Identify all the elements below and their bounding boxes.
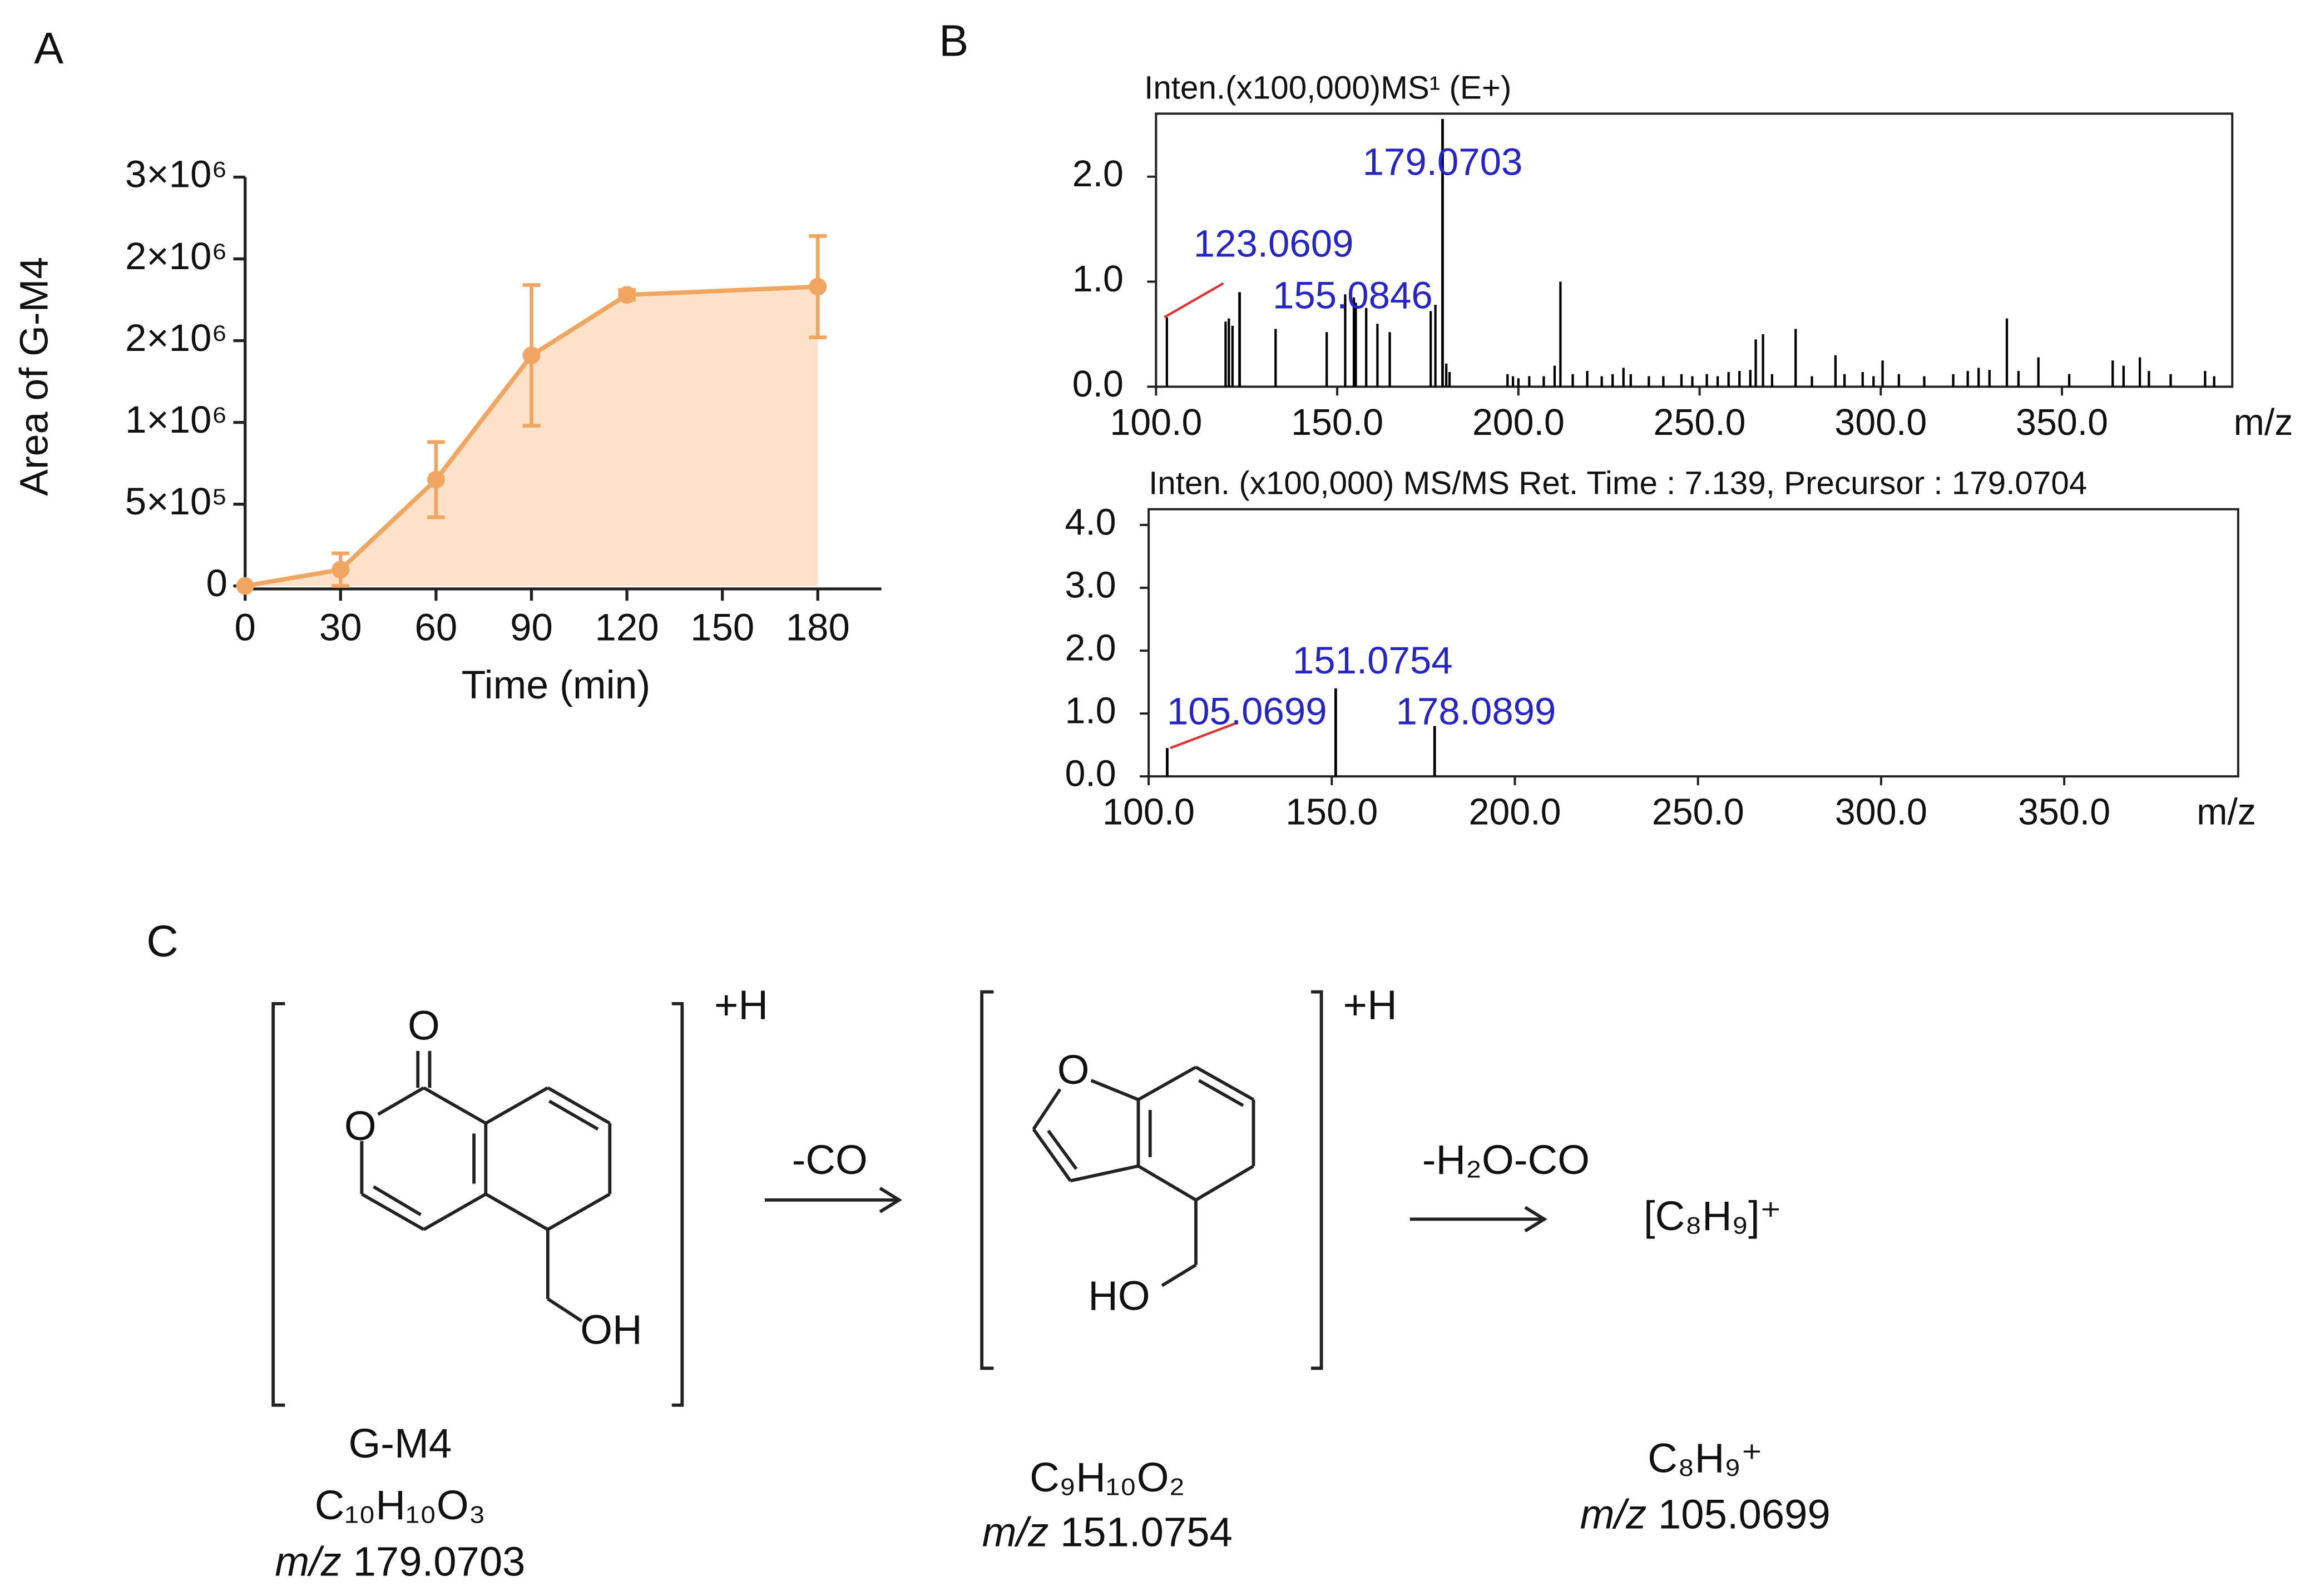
peak-label: 105.0699	[1167, 690, 1327, 732]
y-tick-label: 0.0	[1065, 754, 1116, 795]
y-tick-label: 2×10⁶	[125, 235, 227, 277]
atom-label: HO	[1088, 1272, 1150, 1319]
y-tick-label: 0	[206, 562, 227, 604]
x-tick-label: 300.0	[1835, 792, 1927, 833]
y-tick-label: 4.0	[1065, 502, 1116, 543]
mz-value: 151.0754	[1060, 1509, 1233, 1555]
plot-frame	[1147, 508, 2239, 778]
x-tick-label: 350.0	[2018, 792, 2110, 833]
mz-prefix: m/z	[275, 1538, 342, 1584]
y-tick-label: 2×10⁶	[125, 316, 227, 359]
charge: +H	[714, 982, 768, 1028]
bracket	[271, 1002, 285, 1407]
formula: C₁₀H₁₀O₃	[315, 1482, 486, 1528]
x-tick-label: 180	[786, 606, 850, 649]
molecule: O O OH	[344, 1003, 642, 1353]
x-tick-label: 300.0	[1834, 402, 1927, 443]
y-tick-label: 5×10⁵	[125, 480, 227, 523]
step-label: -H₂O-CO	[1422, 1137, 1590, 1183]
point	[236, 577, 254, 595]
atom-label: O	[344, 1103, 377, 1149]
panel-label: C	[146, 916, 179, 966]
x-axis-title: m/z	[2234, 402, 2293, 443]
step-label: -CO	[792, 1137, 868, 1183]
reaction-scheme: +H +H O O OH	[271, 982, 1831, 1584]
x-axis-title: Time (min)	[462, 663, 651, 707]
atom-label: OH	[580, 1306, 642, 1352]
molecule: O HO	[1032, 1047, 1255, 1319]
x-tick-label: 200.0	[1472, 402, 1565, 443]
x-tick-label: 150.0	[1291, 402, 1383, 443]
x-tick-label: 350.0	[2016, 402, 2108, 443]
arrow-head	[1524, 1206, 1547, 1233]
x-tick-label: 120	[595, 606, 659, 649]
compound-name: G-M4	[349, 1420, 452, 1466]
point	[427, 470, 445, 489]
y-tick-label: 2.0	[1072, 153, 1124, 195]
mz-value: 179.0703	[353, 1538, 526, 1584]
mz-label: m/z 179.0703	[275, 1538, 525, 1584]
atom-label: O	[1057, 1047, 1090, 1093]
x-tick-label: 30	[319, 606, 362, 649]
mz-label: m/z 105.0699	[1580, 1491, 1831, 1537]
bracket	[671, 1002, 684, 1407]
leader-line	[1170, 722, 1237, 750]
x-tick-label: 0	[235, 606, 256, 649]
atom-label: O	[408, 1003, 440, 1049]
area	[245, 286, 818, 586]
line	[245, 284, 818, 588]
x-tick-label: 200.0	[1468, 792, 1561, 833]
y-tick-label: 1.0	[1065, 691, 1116, 732]
x-axis-title: m/z	[2197, 792, 2256, 833]
y-tick-label: 3.0	[1065, 565, 1116, 606]
x-tick-label: 90	[510, 606, 553, 649]
leader-line	[1164, 282, 1224, 319]
formula: C₈H₉⁺	[1648, 1435, 1763, 1481]
point	[332, 561, 350, 579]
x-tick-label: 250.0	[1654, 402, 1746, 443]
arrow-head	[879, 1187, 903, 1213]
peak-label: 151.0754	[1293, 639, 1453, 682]
mz-prefix: m/z	[982, 1509, 1049, 1555]
mz-label: m/z 151.0754	[982, 1509, 1233, 1555]
chart-title: Inten.(x100,000)MS¹ (E+)	[1144, 70, 1511, 106]
x-tick-label: 60	[415, 606, 458, 649]
y-tick-label: 1×10⁶	[125, 398, 227, 441]
chart-title: Inten. (x100,000) MS/MS Ret. Time : 7.13…	[1149, 465, 2087, 502]
y-tick-label: 0.0	[1072, 364, 1124, 405]
mz-prefix: m/z	[1580, 1491, 1647, 1537]
x-tick-label: 100.0	[1102, 792, 1195, 833]
ion: [C₈H₉]⁺	[1644, 1193, 1782, 1239]
peak-label: 123.0609	[1194, 222, 1354, 265]
formula: C₉H₁₀O₂	[1030, 1454, 1185, 1500]
point	[618, 286, 636, 304]
y-tick-label: 2.0	[1065, 628, 1116, 669]
mz-value: 105.0699	[1658, 1491, 1831, 1537]
peak-label: 178.0899	[1396, 690, 1556, 733]
point	[522, 346, 541, 364]
panel-label: B	[939, 16, 968, 66]
point	[809, 277, 827, 296]
y-tick-label: 3×10⁶	[125, 153, 227, 196]
charge: +H	[1343, 982, 1397, 1028]
x-tick-label: 150	[690, 606, 754, 649]
bracket	[980, 990, 994, 1370]
y-axis-title: Area of G-M4	[12, 257, 56, 496]
x-tick-label: 250.0	[1652, 792, 1744, 833]
y-tick-label: 1.0	[1072, 259, 1124, 300]
x-tick-label: 150.0	[1285, 792, 1378, 833]
x-tick-label: 100.0	[1110, 402, 1202, 443]
peak-label: 179.0703	[1363, 140, 1523, 183]
plot-frame	[1155, 112, 2234, 388]
peak-label: 155.0846	[1273, 274, 1433, 317]
bracket	[1311, 990, 1323, 1370]
panel-label: A	[34, 23, 63, 73]
